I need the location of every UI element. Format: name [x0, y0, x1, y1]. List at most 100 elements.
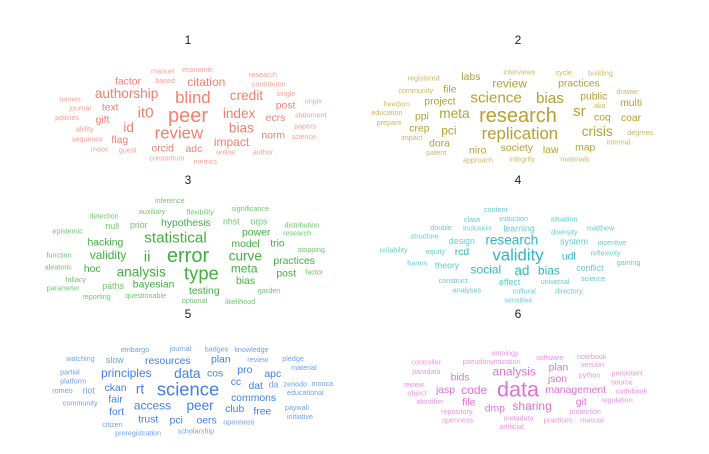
word-label: degrees [627, 128, 653, 137]
word-label: ecrs [266, 113, 286, 124]
panel-title-3: 3 [185, 173, 192, 187]
panel-title-4: 4 [515, 173, 522, 187]
word-label: aleatoric [45, 263, 73, 272]
word-label: paywall [285, 403, 309, 412]
word-label: dora [429, 139, 450, 150]
word-label: freedom [383, 99, 409, 108]
word-label: inclusion [463, 224, 491, 233]
word-label: file [462, 398, 476, 409]
word-label: science [157, 378, 219, 399]
word-label: law [543, 145, 559, 156]
word-label: da [269, 380, 279, 390]
panel-title-5: 5 [185, 307, 192, 321]
word-label: equity [426, 247, 446, 256]
word-label: metadata [504, 413, 534, 422]
word-label: slow [106, 355, 124, 365]
word-label: bias [229, 121, 254, 136]
word-label: object [407, 389, 426, 398]
word-label: ii [144, 249, 151, 266]
word-label: credit [230, 88, 263, 103]
word-label: platform [60, 377, 86, 386]
word-label: code [461, 383, 487, 397]
word-label: repository [441, 407, 473, 416]
word-label: distribution [285, 220, 320, 229]
word-label: crep [409, 123, 429, 134]
word-label: python [579, 370, 601, 379]
word-label: mooc [91, 145, 109, 154]
word-label: error [167, 245, 210, 267]
word-label: learning [503, 223, 534, 233]
word-label: conflict [576, 263, 604, 273]
word-label: zenodo [284, 380, 308, 389]
word-label: peer [168, 105, 208, 127]
word-label: openness [223, 418, 255, 427]
word-label: paradata [412, 367, 440, 376]
word-label: guest [119, 145, 137, 154]
word-label: analyses [453, 286, 482, 295]
word-label: drawer [616, 87, 639, 96]
word-label: analysis [117, 265, 166, 280]
word-label: impact [214, 135, 250, 149]
word-label: contributor [252, 79, 287, 88]
word-label: romeo [52, 386, 72, 395]
word-label: coq [594, 112, 611, 123]
word-label: codebook [616, 387, 648, 396]
word-label: free [253, 407, 271, 418]
word-label: gaming [617, 258, 641, 267]
word-label: diversity [551, 227, 578, 236]
word-label: likelihood [225, 297, 255, 306]
word-label: sensitive [504, 296, 532, 305]
word-label: citizen [102, 420, 122, 429]
word-label: paths [102, 281, 124, 291]
word-label: epistemic [53, 227, 84, 236]
word-label: online [216, 148, 235, 157]
word-label: cultural [513, 287, 537, 296]
word-label: research [485, 233, 538, 248]
word-label: it0 [138, 105, 154, 122]
word-label: regulation [601, 396, 633, 405]
word-label: trust [138, 415, 158, 426]
word-label: unpix [305, 97, 323, 106]
word-label: construct [439, 276, 468, 285]
word-label: bayesian [133, 280, 175, 291]
word-label: prior [130, 220, 148, 230]
word-label: peer [186, 398, 214, 413]
word-label: norm [261, 130, 285, 141]
word-label: data [497, 376, 540, 401]
word-label: author [253, 148, 274, 157]
panel-title-1: 1 [185, 33, 192, 47]
word-label: based [155, 76, 175, 85]
word-label: society [501, 143, 534, 154]
word-label: blind [175, 88, 210, 107]
word-label: niro [469, 146, 487, 157]
word-label: directory [555, 286, 583, 295]
word-label: cos [207, 368, 223, 379]
word-label: interviews [503, 68, 535, 77]
word-label: replication [482, 124, 559, 143]
word-label: id [123, 120, 134, 135]
word-label: science [581, 274, 605, 283]
word-label: sharing [512, 399, 551, 413]
word-label: names [59, 94, 81, 103]
word-label: bias [236, 276, 255, 287]
word-label: research [283, 229, 311, 238]
word-label: rt [136, 381, 145, 396]
word-label: embargo [121, 345, 149, 354]
word-label: fort [109, 407, 124, 418]
word-label: community [398, 86, 433, 95]
word-label: pci [170, 416, 183, 427]
word-label: crisis [582, 124, 613, 139]
word-label: club [225, 404, 244, 415]
word-label: incentive [598, 238, 626, 247]
word-label: sequence [72, 135, 103, 144]
word-label: controller [411, 358, 441, 367]
word-label: auxiliary [139, 207, 166, 216]
panel-title-6: 6 [515, 307, 522, 321]
word-label: knowledge [234, 345, 268, 354]
word-label: orps [250, 216, 268, 226]
word-label: approach [463, 155, 493, 164]
word-label: harms [407, 258, 427, 267]
word-label: factor [115, 76, 142, 87]
